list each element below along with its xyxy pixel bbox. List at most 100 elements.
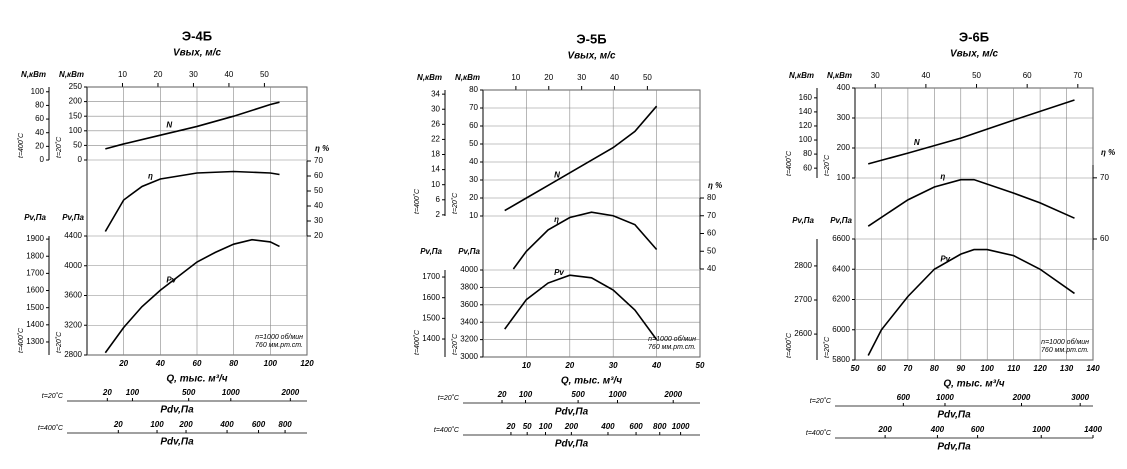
curve (512, 211, 658, 270)
y-tick-label: 30 (431, 104, 440, 113)
y-tick-label: 22 (431, 135, 440, 144)
y-axis-label: N,кВт (417, 73, 442, 82)
pdv-tick-label: 800 (278, 420, 292, 429)
curve-label: Pv (940, 254, 950, 263)
y-tick-label: 6600 (832, 234, 850, 243)
pdv-label: Pdv,Па (555, 439, 589, 450)
y-axis-label: N,кВт (59, 70, 84, 79)
top-tick-label: 20 (544, 73, 553, 82)
y-tick-label: 20 (35, 141, 44, 150)
top-tick-label: 20 (154, 70, 163, 79)
chart-title: Э-5Б (576, 31, 606, 46)
y-tick-label: 40 (35, 128, 44, 137)
y-tick-label: 2700 (794, 295, 812, 304)
x-tick-label: 60 (193, 359, 202, 368)
y-axis-label: Pv,Па (420, 247, 442, 256)
x-tick-label: 90 (956, 364, 965, 373)
y-axis-label: Pv,Па (24, 213, 46, 222)
y-tick-label: 160 (799, 93, 813, 102)
pdv-tick-label: 600 (629, 422, 643, 431)
curve (504, 274, 658, 341)
y-tick-label: 10 (431, 180, 440, 189)
y-tick-label: 50 (707, 246, 716, 255)
pdv-temperature: t=400˚C (38, 424, 64, 432)
pdv-label: Pdv,Па (555, 407, 589, 418)
x-axis-label: Q, тыс. м³/ч (561, 376, 622, 387)
x-tick-label: 40 (651, 361, 661, 370)
x-tick-label: 70 (903, 364, 912, 373)
note: 760 мм.рт.ст. (1041, 347, 1089, 354)
y-tick-label: 1500 (26, 303, 44, 312)
y-axis-label: N,кВт (789, 71, 814, 80)
x-tick-label: 40 (155, 359, 165, 368)
chart-title: Э-4Б (182, 28, 212, 43)
y-tick-label: 4400 (64, 231, 82, 240)
y-tick-label: 300 (837, 113, 851, 122)
pdv-tick-label: 2000 (1012, 393, 1031, 402)
y-axis-label: N,кВт (455, 73, 480, 82)
pdv-tick-label: 20 (113, 420, 123, 429)
y-tick-label: 60 (35, 114, 44, 123)
axis-temperature: t=400˚C (413, 329, 421, 355)
y-tick-label: 150 (69, 111, 83, 120)
axis-temperature: t=400˚C (17, 327, 25, 353)
pdv-tick-label: 500 (571, 390, 585, 399)
x-tick-label: 20 (564, 361, 574, 370)
pdv-temperature: t=20˚C (810, 397, 832, 405)
y-tick-label: 3400 (460, 317, 478, 326)
curve (105, 101, 280, 150)
y-tick-label: 200 (837, 143, 851, 152)
y-tick-label: 70 (1100, 173, 1109, 182)
y-tick-label: 140 (799, 107, 813, 116)
axis-temperature: t=20˚C (823, 154, 831, 176)
y-tick-label: 3600 (64, 291, 82, 300)
pdv-temperature: t=400˚C (806, 429, 832, 437)
curve-label: N (166, 120, 172, 129)
pdv-tick-label: 100 (150, 420, 164, 429)
y-tick-label: 6 (436, 195, 441, 204)
pdv-tick-label: 800 (653, 422, 667, 431)
y-tick-label: 1400 (422, 334, 440, 343)
y-axis-label: η % (315, 144, 329, 153)
y-tick-label: 1400 (26, 320, 44, 329)
x-tick-label: 80 (930, 364, 939, 373)
y-tick-label: 34 (431, 89, 440, 98)
y-tick-label: 40 (707, 264, 716, 273)
y-tick-label: 6000 (832, 325, 850, 334)
x-tick-label: 120 (300, 359, 314, 368)
y-tick-label: 200 (69, 97, 83, 106)
y-tick-label: 1300 (26, 337, 44, 346)
y-tick-label: 100 (69, 126, 83, 135)
top-tick-label: 40 (610, 73, 619, 82)
axis-temperature: t=20˚C (451, 333, 459, 355)
pdv-tick-label: 20 (497, 390, 507, 399)
note: 760 мм.рт.ст. (255, 342, 303, 349)
y-tick-label: 80 (707, 193, 716, 202)
top-tick-label: 60 (1023, 71, 1032, 80)
pdv-label: Pdv,Па (160, 405, 194, 416)
curve-label: η (554, 215, 559, 224)
x-tick-label: 10 (522, 361, 531, 370)
pdv-tick-label: 1000 (1032, 425, 1050, 434)
y-tick-label: 2800 (64, 350, 82, 359)
top-tick-label: 50 (972, 71, 981, 80)
y-tick-label: 120 (799, 121, 813, 130)
plot-frame (482, 89, 701, 358)
curve (867, 178, 1075, 227)
curve (104, 170, 280, 232)
curve-label: Pv (166, 275, 176, 284)
pdv-tick-label: 100 (539, 422, 553, 431)
y-tick-label: 18 (431, 150, 440, 159)
note: 760 мм.рт.ст. (648, 344, 696, 351)
y-tick-label: 40 (469, 157, 478, 166)
curve (104, 238, 280, 354)
note: n=1000 об/мин (1041, 338, 1089, 346)
x-tick-label: 130 (1060, 364, 1074, 373)
top-axis-label: Vвых, м/с (567, 51, 616, 62)
note: n=1000 об/мин (648, 335, 696, 343)
y-tick-label: 3200 (460, 335, 478, 344)
y-tick-label: 0 (78, 155, 83, 164)
top-tick-label: 40 (921, 71, 930, 80)
y-tick-label: 3200 (64, 320, 82, 329)
curve-label: η (940, 172, 945, 181)
